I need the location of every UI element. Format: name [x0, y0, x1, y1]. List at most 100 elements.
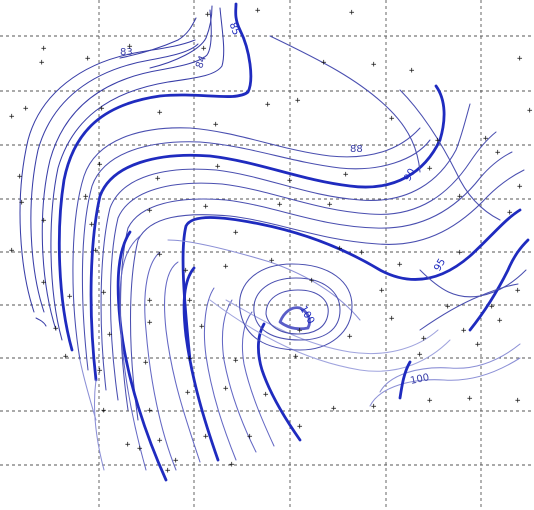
- sample-point-marker: +: [349, 8, 355, 18]
- sample-point-marker: +: [371, 60, 377, 70]
- sample-point-marker: +: [233, 356, 239, 366]
- sample-point-marker: +: [233, 228, 239, 238]
- sample-point-marker: +: [417, 350, 423, 360]
- sample-point-marker: +: [409, 66, 415, 76]
- contour-lines: [19, 2, 530, 482]
- sample-point-marker: +: [41, 216, 47, 226]
- contour-line: [468, 238, 530, 332]
- sample-point-marker: +: [309, 276, 315, 286]
- contour-line: [181, 208, 522, 362]
- contour-line: [35, 317, 47, 327]
- sample-point-marker: +: [295, 96, 301, 106]
- sample-point-marker: +: [457, 192, 463, 202]
- sample-point-marker: +: [467, 394, 473, 404]
- contour-line: [379, 343, 521, 393]
- sample-point-marker: +: [127, 42, 133, 52]
- sample-point-marker: +: [265, 100, 271, 110]
- contour-line: [57, 2, 253, 352]
- sample-point-marker: +: [147, 318, 153, 328]
- sample-point-marker: +: [483, 134, 489, 144]
- contour-line: [253, 277, 341, 341]
- contour-label: 100: [297, 304, 316, 326]
- sample-point-marker: +: [201, 44, 207, 54]
- contour-line: [30, 43, 199, 313]
- sample-point-marker: +: [205, 10, 211, 20]
- contour-line: [221, 299, 257, 453]
- contour-line: [100, 103, 471, 391]
- sample-point-marker: +: [157, 108, 163, 118]
- sample-point-marker: +: [203, 432, 209, 442]
- sample-point-marker: +: [199, 322, 205, 332]
- contour-label: 85: [227, 21, 242, 37]
- contour-label: 100: [409, 372, 430, 387]
- sample-point-marker: +: [63, 352, 69, 362]
- contour-line: [203, 287, 237, 461]
- sample-point-marker: +: [9, 246, 15, 256]
- sample-point-marker: +: [347, 332, 353, 342]
- contour-line: [144, 251, 177, 471]
- sample-point-marker: +: [287, 176, 293, 186]
- sample-point-marker: +: [157, 436, 163, 446]
- sample-point-marker: +: [97, 160, 103, 170]
- sample-point-marker: +: [93, 246, 99, 256]
- sample-point-marker: +: [19, 198, 25, 208]
- sample-point-marker: +: [125, 440, 131, 450]
- sample-point-marker: +: [147, 406, 153, 416]
- contour-line: [163, 261, 201, 463]
- sample-point-marker: +: [427, 396, 433, 406]
- sample-point-marker: +: [337, 244, 343, 254]
- sample-point-marker: +: [379, 286, 385, 296]
- contour-line: [119, 151, 513, 411]
- contour-line: [93, 379, 105, 471]
- sample-point-marker: +: [475, 340, 481, 350]
- sample-point-marker: +: [99, 104, 105, 114]
- sample-point-marker: +: [101, 288, 107, 298]
- sample-point-marker: +: [143, 358, 149, 368]
- contour-line: [239, 263, 353, 351]
- sample-point-marker: +: [155, 174, 161, 184]
- sample-point-marker: +: [389, 314, 395, 324]
- sample-point-marker: +: [203, 202, 209, 212]
- sample-point-marker: +: [41, 278, 47, 288]
- contour-line: [225, 299, 439, 355]
- sample-point-marker: +: [297, 326, 303, 336]
- sample-point-marker: +: [89, 220, 95, 230]
- sample-point-marker: +: [263, 390, 269, 400]
- contour-line: [369, 357, 521, 407]
- sample-point-marker: +: [515, 286, 521, 296]
- sample-point-marker: +: [9, 112, 15, 122]
- sample-point-marker: +: [269, 256, 275, 266]
- contour-line: [72, 127, 421, 361]
- sample-point-marker: +: [427, 164, 433, 174]
- sample-point-marker: +: [517, 182, 523, 192]
- sample-point-marker: +: [53, 324, 59, 334]
- contour-line: [41, 9, 212, 331]
- sample-point-marker: +: [97, 366, 103, 376]
- sample-point-marker: +: [495, 148, 501, 158]
- contour-line: [167, 239, 361, 321]
- sample-point-marker: +: [507, 208, 513, 218]
- contour-line: [399, 89, 501, 221]
- sample-point-marker: +: [213, 120, 219, 130]
- contour-line: [129, 169, 525, 421]
- sample-point-marker: +: [371, 402, 377, 412]
- contour-label: 88: [350, 144, 363, 155]
- contour-line: [81, 139, 431, 371]
- sample-point-marker: +: [421, 334, 427, 344]
- sample-point-marker: +: [327, 200, 333, 210]
- sample-point-marker: +: [517, 54, 523, 64]
- sample-point-marker: +: [137, 444, 143, 454]
- sample-point-marker: +: [223, 384, 229, 394]
- contour-label: 84: [194, 54, 209, 70]
- contour-line: [19, 39, 196, 313]
- sample-point-marker: +: [435, 136, 441, 146]
- sample-point-marker: +: [85, 54, 91, 64]
- contour-line: [419, 269, 527, 298]
- sample-point-marker: +: [83, 192, 89, 202]
- sample-point-marker: +: [147, 206, 153, 216]
- sample-point-marker: +: [187, 296, 193, 306]
- sample-points: + + + + + + + + + + + + + + + + + + + + + + + + + + + + + + + + + + + + + + + +…: [9, 6, 533, 476]
- sample-point-marker: +: [165, 466, 171, 476]
